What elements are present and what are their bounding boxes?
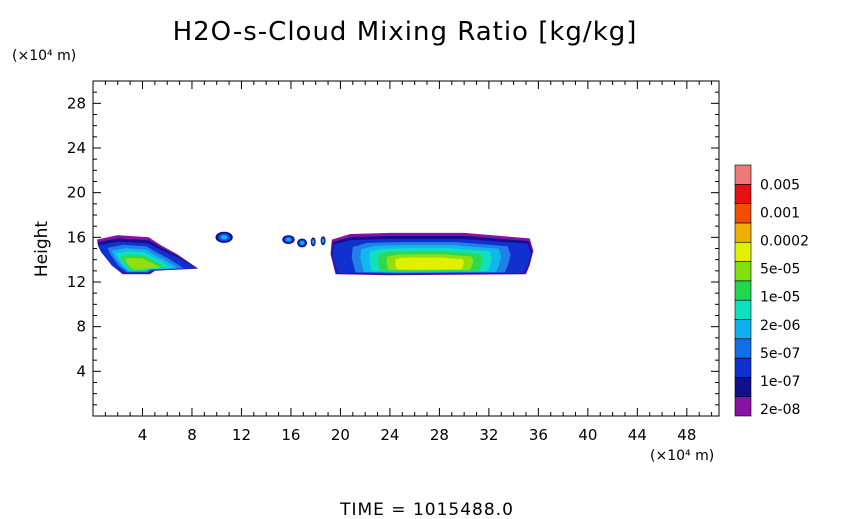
colorbar-label: 0.005 [760, 177, 800, 193]
y-tick-label: 20 [67, 184, 86, 202]
colorbar-label: 5e-07 [760, 346, 800, 362]
colorbar-swatch [734, 184, 752, 204]
x-tick-label: 12 [232, 426, 251, 444]
cloud-fragment-1-level-2 [220, 235, 228, 240]
time-footer: TIME = 1015488.0 [339, 500, 514, 519]
colorbar-label: 2e-06 [760, 318, 800, 334]
x-axis: 4 8 12 16 20 24 28 32 36 40 44 48 [104, 81, 713, 444]
cloud-region-1 [96, 235, 199, 275]
colorbar-label: 0.0002 [760, 234, 809, 250]
cloud-fragment-4 [310, 237, 316, 247]
colorbar-swatch [734, 357, 752, 378]
colorbar-swatch [734, 377, 752, 397]
colorbar-swatch [734, 222, 752, 243]
cloud-fragment-3-level-2 [300, 241, 305, 245]
colorbar-label: 1e-05 [760, 290, 800, 306]
chart-title: H2O-s-Cloud Mixing Ratio [kg/kg] [173, 17, 638, 47]
cloud-region-2 [330, 232, 534, 276]
x-tick-label: 36 [529, 426, 548, 444]
x-tick-label: 44 [628, 426, 647, 444]
colorbar-swatch [734, 319, 752, 340]
colorbar-swatch [734, 280, 752, 301]
cloud-region-2-level-8 [395, 257, 464, 270]
colorbar-swatch [734, 241, 752, 262]
x-tick-label: 20 [331, 426, 350, 444]
cloud-fragment-3 [297, 238, 308, 248]
colorbar-swatch [734, 164, 752, 185]
x-tick-label: 24 [380, 426, 399, 444]
x-tick-label: 4 [138, 426, 148, 444]
y-axis-unit: (×10⁴ m) [12, 48, 76, 64]
colorbar-swatch [734, 396, 752, 417]
colorbar-label: 2e-08 [760, 402, 800, 418]
x-tick-label: 40 [578, 426, 597, 444]
cloud-fragment-1 [215, 231, 233, 243]
y-axis: 4 8 12 16 20 24 28 [67, 91, 719, 406]
colorbar-label: 1e-07 [760, 374, 800, 390]
y-tick-label: 8 [76, 318, 86, 336]
y-tick-label: 12 [67, 273, 86, 291]
colorbar-swatch [734, 299, 752, 320]
x-tick-label: 8 [187, 426, 197, 444]
cloud-fragment-5 [320, 236, 326, 246]
colorbar-label: 5e-05 [760, 262, 800, 278]
cloud-fragment-2 [282, 235, 295, 245]
x-tick-label: 32 [479, 426, 498, 444]
x-tick-label: 16 [281, 426, 300, 444]
cloud-region-1-level-7 [124, 257, 161, 270]
colorbar-swatch [734, 261, 752, 282]
cloud-fragment-2-level-2 [285, 237, 291, 242]
plot-regions [96, 231, 534, 276]
colorbar-swatch [734, 203, 752, 224]
x-tick-label: 48 [677, 426, 696, 444]
colorbar: 0.005 0.001 0.0002 5e-05 1e-05 2e-06 5e-07 1e-0… [734, 164, 809, 418]
y-tick-label: 24 [67, 139, 86, 157]
cloud-fragment-5-level-2 [322, 238, 325, 243]
y-axis-label: Height [32, 221, 52, 278]
colorbar-swatch [734, 338, 752, 359]
cloud-fragment-4-level-2 [312, 240, 315, 244]
y-tick-label: 28 [67, 94, 86, 112]
y-tick-label: 16 [67, 228, 86, 246]
y-tick-label: 4 [76, 362, 86, 380]
x-tick-label: 28 [430, 426, 449, 444]
x-axis-unit: (×10⁴ m) [650, 448, 714, 464]
colorbar-label: 0.001 [760, 205, 800, 221]
